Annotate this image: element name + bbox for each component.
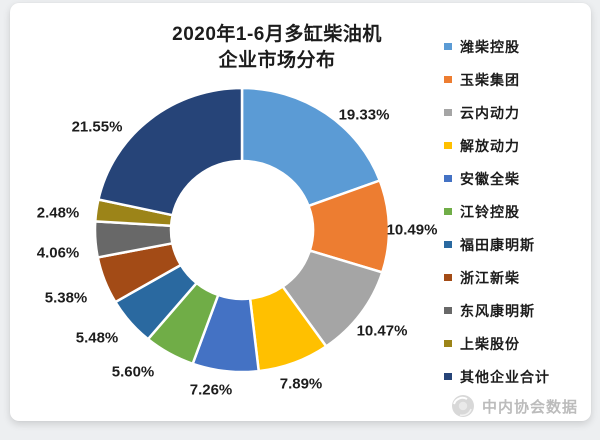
data-label-5: 7.26% xyxy=(189,381,233,399)
legend-label: 玉柴集团 xyxy=(460,71,520,88)
data-label-6: 5.60% xyxy=(111,363,155,381)
legend-marker-icon xyxy=(444,43,452,50)
chart-title-line2: 企业市场分布 xyxy=(218,50,336,71)
data-label-9: 4.06% xyxy=(36,244,80,262)
watermark-text: 中内协会数据 xyxy=(482,398,579,416)
chart-legend: 潍柴控股玉柴集团云内动力解放动力安徽全柴江铃控股福田康明斯浙江新柴东风康明斯上柴… xyxy=(444,30,594,393)
watermark: 中内协会数据 xyxy=(451,393,578,419)
legend-item-1: 潍柴控股 xyxy=(444,30,594,63)
legend-item-7: 福田康明斯 xyxy=(444,228,594,261)
legend-marker-icon xyxy=(444,76,452,83)
legend-label: 云内动力 xyxy=(460,104,520,121)
data-label-10: 2.48% xyxy=(36,204,80,222)
legend-item-4: 解放动力 xyxy=(444,129,594,162)
legend-item-9: 东风康明斯 xyxy=(444,294,594,327)
data-label-8: 5.38% xyxy=(44,289,88,307)
legend-item-3: 云内动力 xyxy=(444,96,594,129)
legend-item-6: 江铃控股 xyxy=(444,195,594,228)
legend-label: 上柴股份 xyxy=(460,335,520,352)
legend-item-10: 上柴股份 xyxy=(444,327,594,360)
legend-label: 江铃控股 xyxy=(460,203,520,220)
legend-marker-icon xyxy=(444,109,452,116)
data-label-2: 10.49% xyxy=(386,221,438,239)
legend-marker-icon xyxy=(444,175,452,182)
legend-label: 潍柴控股 xyxy=(460,38,520,55)
legend-marker-icon xyxy=(444,340,452,347)
legend-item-2: 玉柴集团 xyxy=(444,63,594,96)
legend-marker-icon xyxy=(444,142,452,149)
chart-title: 2020年1-6月多缸柴油机 企业市场分布 xyxy=(117,22,437,74)
legend-label: 其他企业合计 xyxy=(460,368,550,385)
data-label-7: 5.48% xyxy=(75,329,119,347)
legend-label: 浙江新柴 xyxy=(460,269,520,286)
data-label-3: 10.47% xyxy=(356,322,408,340)
chart-title-line1: 2020年1-6月多缸柴油机 xyxy=(172,24,382,45)
pie-slice-1 xyxy=(240,86,382,208)
legend-marker-icon xyxy=(444,307,452,314)
data-label-4: 7.89% xyxy=(279,375,323,393)
legend-marker-icon xyxy=(444,373,452,380)
legend-label: 安徽全柴 xyxy=(460,170,520,187)
association-logo-icon xyxy=(452,395,474,417)
legend-label: 解放动力 xyxy=(460,137,520,154)
legend-label: 东风康明斯 xyxy=(460,302,535,319)
data-label-1: 19.33% xyxy=(338,106,390,124)
pie-slice-11 xyxy=(97,86,244,217)
legend-label: 福田康明斯 xyxy=(460,236,535,253)
legend-marker-icon xyxy=(444,208,452,215)
legend-item-8: 浙江新柴 xyxy=(444,261,594,294)
legend-item-5: 安徽全柴 xyxy=(444,162,594,195)
legend-marker-icon xyxy=(444,274,452,281)
legend-marker-icon xyxy=(444,241,452,248)
data-label-11: 21.55% xyxy=(71,118,123,136)
legend-item-11: 其他企业合计 xyxy=(444,360,594,393)
